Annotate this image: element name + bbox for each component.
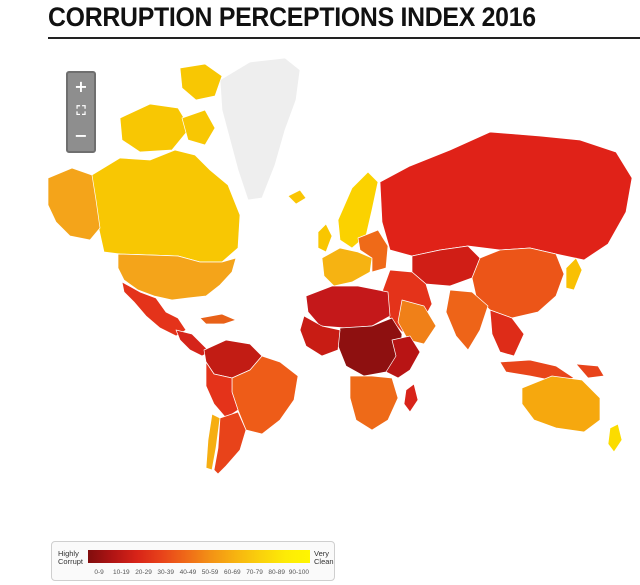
legend-tick-label: 0-9 <box>94 569 104 576</box>
region-iceland[interactable] <box>287 189 307 205</box>
region-canada-arctic-3[interactable] <box>181 109 216 146</box>
legend-tick-label: 90-100 <box>288 569 310 576</box>
region-canada-arctic[interactable] <box>179 63 223 101</box>
region-arabia[interactable] <box>397 299 437 345</box>
legend-color-scale <box>88 550 310 563</box>
legend-ticks: 0-9 10-19 20-29 30-39 40-49 50-59 60-69 70-79 80… <box>88 569 310 578</box>
legend-low-label: Highly Corrupt <box>58 549 84 566</box>
legend-tick-label: 10-19 <box>112 569 130 576</box>
legend-tick-label: 40-49 <box>179 569 197 576</box>
color-legend: Highly Corrupt Very Clean 0-9 10-19 20-29 3… <box>51 541 335 581</box>
region-papua[interactable] <box>575 363 605 379</box>
zoom-out-button[interactable]: − <box>74 126 88 145</box>
region-southeast-asia[interactable] <box>489 309 525 357</box>
region-madagascar[interactable] <box>403 383 419 413</box>
region-east-africa[interactable] <box>385 335 421 379</box>
reset-view-button[interactable]: ⛶ <box>76 104 86 119</box>
region-uk[interactable] <box>317 223 333 253</box>
region-peru-bolivia[interactable] <box>205 361 239 419</box>
zoom-in-button[interactable]: + <box>74 77 88 96</box>
legend-tick-label: 30-39 <box>157 569 174 576</box>
region-india[interactable] <box>445 289 489 351</box>
region-western-europe[interactable] <box>321 247 373 287</box>
legend-tick-label: 20-29 <box>135 569 152 576</box>
region-argentina[interactable] <box>213 411 247 475</box>
legend-tick-label: 60-69 <box>223 569 241 576</box>
region-caribbean[interactable] <box>199 313 237 325</box>
legend-tick-label: 50-59 <box>201 569 219 576</box>
legend-high-label: Very Clean <box>314 549 334 566</box>
region-west-africa[interactable] <box>299 315 341 357</box>
region-alaska[interactable] <box>47 167 101 241</box>
legend-tick-label: 80-89 <box>268 569 285 576</box>
region-usa[interactable] <box>117 253 237 301</box>
region-japan[interactable] <box>565 257 583 291</box>
zoom-controls: + ⛶ − <box>66 71 96 153</box>
page-title: CORRUPTION PERCEPTIONS INDEX 2016 <box>48 2 536 32</box>
region-canada-arctic-2[interactable] <box>119 103 191 153</box>
region-north-africa[interactable] <box>305 285 391 329</box>
title-divider <box>48 37 640 39</box>
world-map[interactable] <box>0 44 640 534</box>
region-russia[interactable] <box>379 131 633 261</box>
region-greenland[interactable] <box>219 57 301 201</box>
region-scandinavia[interactable] <box>337 171 379 249</box>
region-new-zealand[interactable] <box>607 423 623 453</box>
region-southern-africa[interactable] <box>349 375 399 431</box>
legend-tick-label: 70-79 <box>246 569 263 576</box>
region-eastern-europe[interactable] <box>357 229 389 273</box>
region-australia[interactable] <box>521 375 601 433</box>
region-canada[interactable] <box>91 149 241 263</box>
